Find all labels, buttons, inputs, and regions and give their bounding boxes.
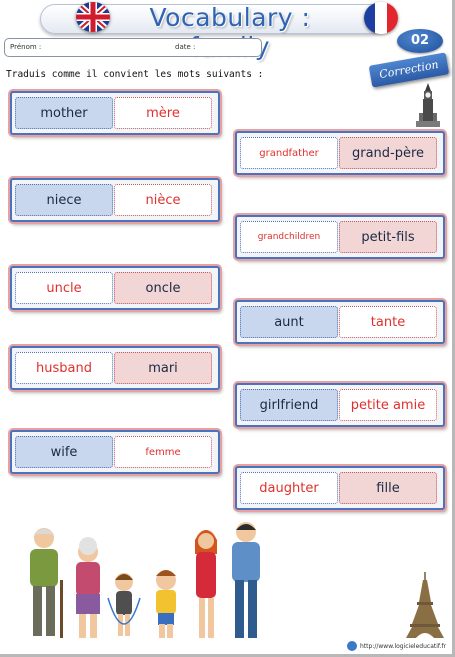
student-info-strip: Prénom : date :	[4, 38, 262, 57]
worksheet-number-badge: 02	[397, 29, 443, 53]
girl-figure	[108, 573, 140, 636]
english-answer: grandfather	[240, 137, 338, 169]
word-card-niece: niece nièce	[10, 178, 220, 222]
date-label: date :	[175, 43, 195, 51]
uk-flag-icon	[76, 2, 110, 32]
instruction-text: Traduis comme il convient les mots suiva…	[6, 69, 263, 80]
english-word: aunt	[240, 306, 338, 338]
france-flag-icon	[364, 2, 398, 34]
english-answer: daughter	[240, 472, 338, 504]
family-illustration	[20, 520, 282, 650]
french-answer: femme	[114, 436, 212, 468]
french-answer: petite amie	[339, 389, 437, 421]
big-ben-icon	[416, 83, 440, 127]
word-card-aunt: aunt tante	[235, 300, 445, 344]
english-answer: husband	[15, 352, 113, 384]
english-word: wife	[15, 436, 113, 468]
french-word: oncle	[114, 272, 212, 304]
grandmother-figure	[76, 537, 100, 638]
english-answer: uncle	[15, 272, 113, 304]
eiffel-tower-icon	[404, 572, 446, 638]
french-word: petit-fils	[339, 221, 437, 253]
father-figure	[232, 522, 260, 638]
mother-figure	[195, 530, 217, 638]
word-card-grandfather: grandfather grand-père	[235, 131, 445, 175]
grandfather-figure	[30, 528, 63, 638]
english-word: girlfriend	[240, 389, 338, 421]
french-word: grand-père	[339, 137, 437, 169]
boy-figure	[156, 570, 176, 638]
french-answer: nièce	[114, 184, 212, 216]
word-card-uncle: uncle oncle	[10, 266, 220, 310]
french-answer: mère	[114, 97, 212, 129]
word-card-daughter: daughter fille	[235, 466, 445, 510]
site-footer: http://www.logicieleducatif.fr	[347, 641, 446, 651]
french-word: fille	[339, 472, 437, 504]
word-card-girlfriend: girlfriend petite amie	[235, 383, 445, 427]
first-name-label: Prénom :	[10, 43, 41, 51]
french-answer: tante	[339, 306, 437, 338]
word-card-mother: mother mère	[10, 91, 220, 135]
english-word: niece	[15, 184, 113, 216]
word-card-grandchildren: grandchildren petit-fils	[235, 215, 445, 259]
word-card-wife: wife femme	[10, 430, 220, 474]
french-word: mari	[114, 352, 212, 384]
english-answer: grandchildren	[240, 221, 338, 253]
globe-icon	[347, 641, 357, 651]
word-card-husband: husband mari	[10, 346, 220, 390]
footer-url[interactable]: http://www.logicieleducatif.fr	[360, 643, 446, 650]
english-word: mother	[15, 97, 113, 129]
